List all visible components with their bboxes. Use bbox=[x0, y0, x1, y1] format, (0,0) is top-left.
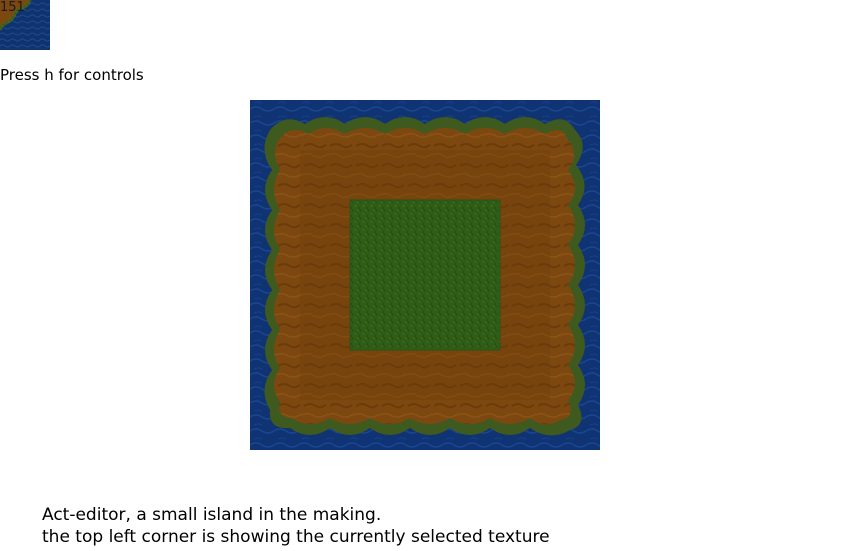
caption-line-2: the top left corner is showing the curre… bbox=[42, 527, 550, 547]
island-map-icon bbox=[250, 100, 600, 450]
screenshot-caption: Act-editor, a small island in the making… bbox=[42, 504, 550, 548]
shore-dirt-texture-icon bbox=[0, 0, 50, 50]
map-canvas[interactable] bbox=[250, 100, 600, 450]
caption-line-1: Act-editor, a small island in the making… bbox=[42, 505, 382, 525]
selected-texture-preview[interactable]: 151 bbox=[0, 0, 50, 50]
texture-index-label: 151 bbox=[0, 0, 25, 15]
controls-hint: Press h for controls bbox=[0, 66, 144, 84]
